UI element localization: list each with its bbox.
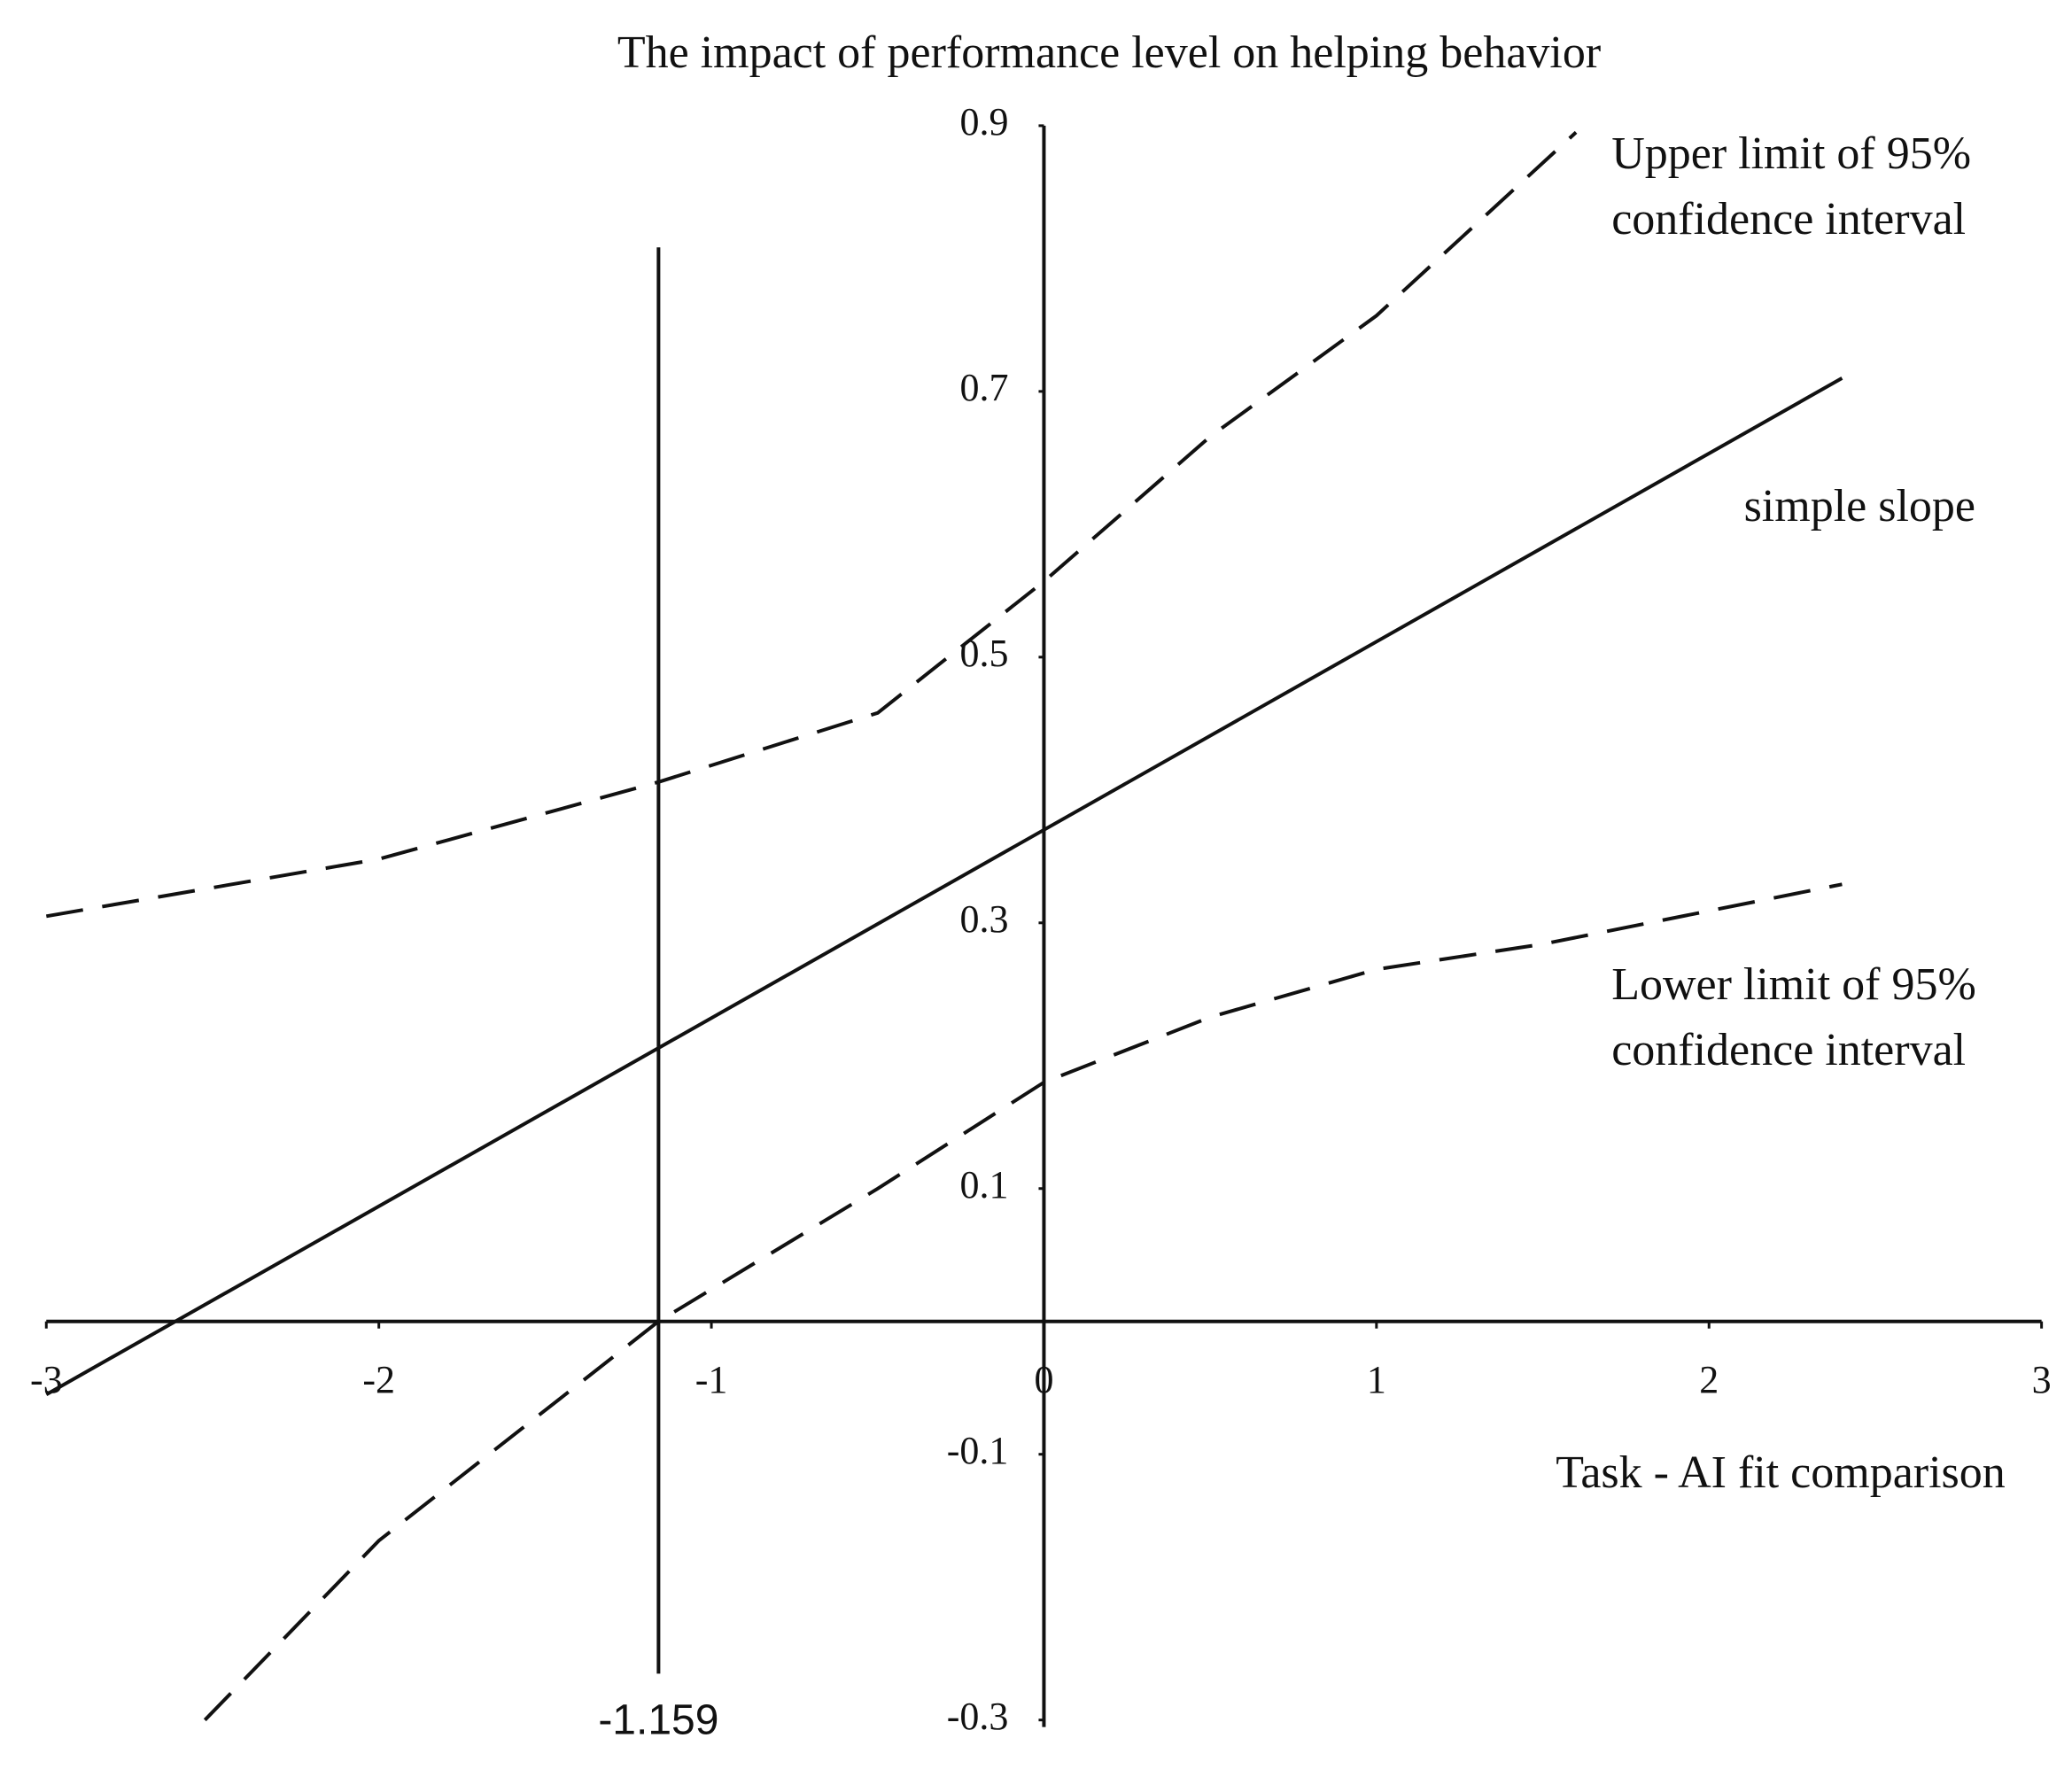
x-tick-label: 0 (1034, 1358, 1053, 1401)
chart-title: The impact of performance level on helpi… (617, 27, 1601, 78)
x-axis-label: Task - AI fit comparison (1556, 1447, 2006, 1498)
annotation-label: -1.159 (598, 1696, 718, 1743)
y-tick-label: 0.5 (959, 632, 1008, 675)
y-tick-label: 0.7 (959, 366, 1008, 409)
series-line (45, 130, 1578, 919)
x-tick-label: -3 (30, 1358, 63, 1401)
x-tick-label: 3 (2032, 1358, 2052, 1401)
series-label: simple slope (1743, 480, 1975, 531)
x-tick-label: -1 (695, 1358, 728, 1401)
series-line (45, 376, 1843, 1396)
y-tick-label: 0.9 (959, 100, 1008, 144)
series-label: Upper limit of 95% confidence interval (1611, 128, 1972, 245)
series-label: Lower limit of 95% confidence interval (1611, 959, 1976, 1076)
y-tick-label: 0.1 (959, 1163, 1008, 1206)
series-line (203, 882, 1843, 1722)
x-tick-label: 1 (1367, 1358, 1386, 1401)
y-tick-label: 0.3 (959, 897, 1008, 941)
x-tick-label: -2 (362, 1358, 395, 1401)
x-tick-label: 2 (1699, 1358, 1719, 1401)
y-tick-label: -0.3 (947, 1695, 1009, 1738)
y-tick-label: -0.1 (947, 1429, 1009, 1472)
